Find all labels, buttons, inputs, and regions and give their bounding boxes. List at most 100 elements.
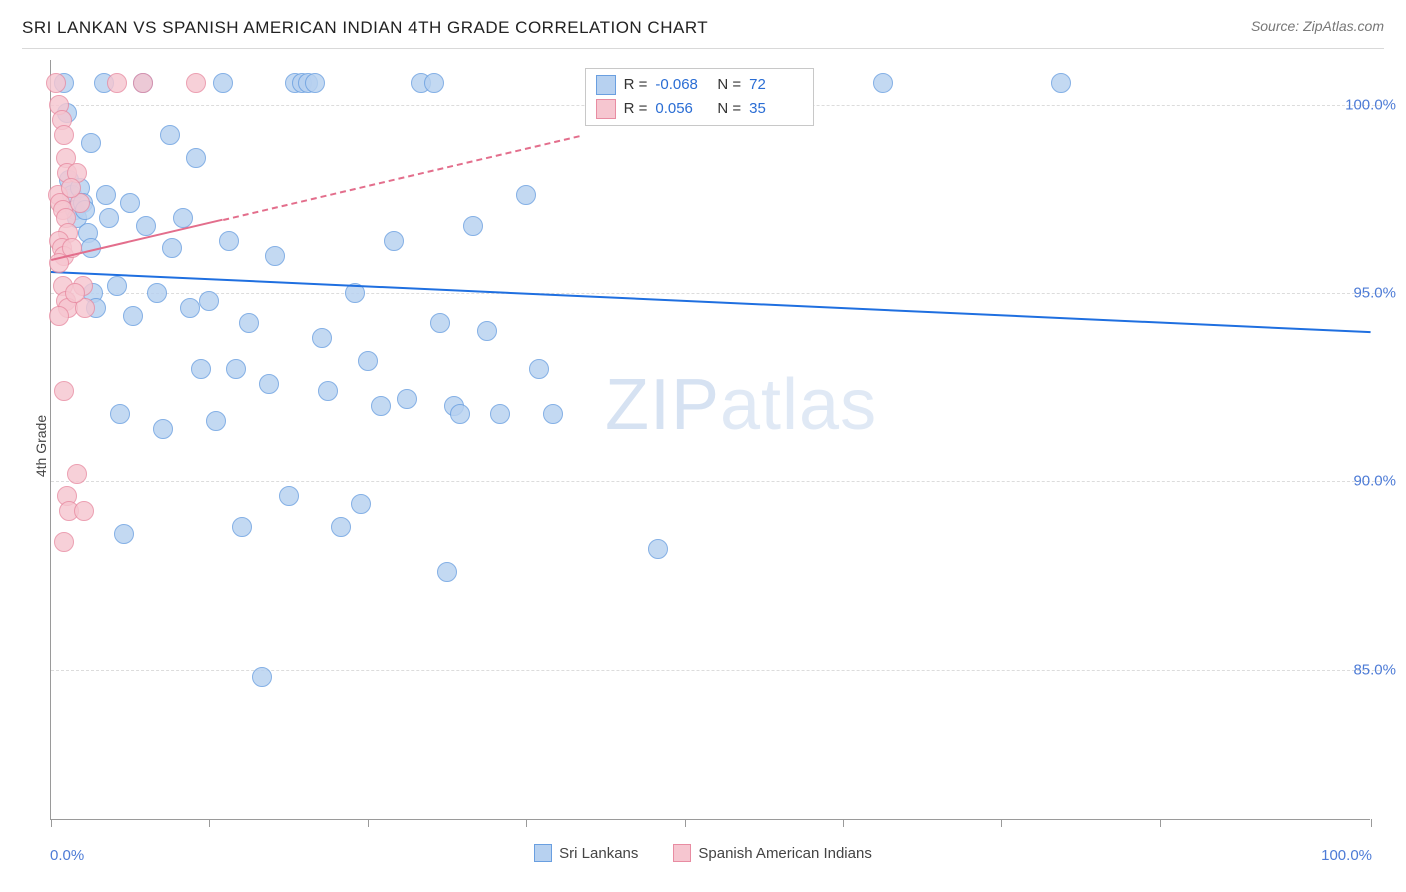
- data-point: [54, 125, 74, 145]
- data-point: [54, 381, 74, 401]
- data-point: [186, 148, 206, 168]
- stats-row: R = 0.056 N = 35: [596, 97, 804, 121]
- legend-swatch: [596, 75, 616, 95]
- data-point: [648, 539, 668, 559]
- watermark-thin: atlas: [720, 365, 877, 445]
- data-point: [54, 532, 74, 552]
- data-point: [46, 73, 66, 93]
- watermark: ZIPatlas: [605, 364, 877, 446]
- x-tick: [368, 819, 369, 827]
- data-point: [226, 359, 246, 379]
- data-point: [96, 185, 116, 205]
- legend-item: Sri Lankans: [534, 844, 638, 862]
- data-point: [259, 374, 279, 394]
- data-point: [186, 73, 206, 93]
- data-point: [305, 73, 325, 93]
- data-point: [516, 185, 536, 205]
- data-point: [81, 133, 101, 153]
- chart-title: SRI LANKAN VS SPANISH AMERICAN INDIAN 4T…: [22, 18, 708, 38]
- stats-r-value: -0.068: [655, 73, 709, 97]
- data-point: [318, 381, 338, 401]
- x-tick: [843, 819, 844, 827]
- data-point: [1051, 73, 1071, 93]
- data-point: [49, 306, 69, 326]
- y-tick-label: 100.0%: [1345, 97, 1396, 114]
- data-point: [136, 216, 156, 236]
- trend-line: [223, 135, 580, 221]
- data-point: [490, 404, 510, 424]
- legend-label: Spanish American Indians: [698, 845, 871, 862]
- data-point: [312, 328, 332, 348]
- data-point: [110, 404, 130, 424]
- stats-r-label: R =: [624, 97, 648, 121]
- chart-source: Source: ZipAtlas.com: [1251, 18, 1384, 34]
- data-point: [252, 667, 272, 687]
- stats-r-value: 0.056: [655, 97, 709, 121]
- data-point: [371, 396, 391, 416]
- x-tick: [1160, 819, 1161, 827]
- stats-n-label: N =: [717, 73, 741, 97]
- data-point: [265, 246, 285, 266]
- y-tick-label: 95.0%: [1353, 285, 1396, 302]
- data-point: [133, 73, 153, 93]
- data-point: [61, 178, 81, 198]
- data-point: [232, 517, 252, 537]
- data-point: [529, 359, 549, 379]
- data-point: [437, 562, 457, 582]
- data-point: [384, 231, 404, 251]
- legend: Sri Lankans Spanish American Indians: [0, 844, 1406, 862]
- x-tick: [51, 819, 52, 827]
- gridline: [51, 481, 1380, 482]
- data-point: [873, 73, 893, 93]
- data-point: [450, 404, 470, 424]
- data-point: [463, 216, 483, 236]
- data-point: [397, 389, 417, 409]
- legend-swatch: [673, 844, 691, 862]
- data-point: [120, 193, 140, 213]
- data-point: [107, 73, 127, 93]
- data-point: [331, 517, 351, 537]
- data-point: [543, 404, 563, 424]
- data-point: [239, 313, 259, 333]
- stats-n-label: N =: [717, 97, 741, 121]
- x-tick: [209, 819, 210, 827]
- data-point: [191, 359, 211, 379]
- data-point: [147, 283, 167, 303]
- x-tick: [1001, 819, 1002, 827]
- data-point: [162, 238, 182, 258]
- y-tick-label: 85.0%: [1353, 661, 1396, 678]
- stats-n-value: 35: [749, 97, 803, 121]
- x-tick: [526, 819, 527, 827]
- data-point: [213, 73, 233, 93]
- data-point: [160, 125, 180, 145]
- data-point: [424, 73, 444, 93]
- data-point: [351, 494, 371, 514]
- data-point: [67, 464, 87, 484]
- stats-box: R = -0.068 N = 72 R = 0.056 N = 35: [585, 68, 815, 126]
- data-point: [358, 351, 378, 371]
- legend-swatch: [534, 844, 552, 862]
- data-point: [279, 486, 299, 506]
- data-point: [74, 501, 94, 521]
- watermark-bold: ZIP: [605, 365, 720, 445]
- data-point: [206, 411, 226, 431]
- data-point: [180, 298, 200, 318]
- data-point: [219, 231, 239, 251]
- data-point: [173, 208, 193, 228]
- stats-n-value: 72: [749, 73, 803, 97]
- gridline: [51, 293, 1380, 294]
- data-point: [477, 321, 497, 341]
- legend-swatch: [596, 99, 616, 119]
- chart-header: SRI LANKAN VS SPANISH AMERICAN INDIAN 4T…: [22, 18, 1384, 49]
- data-point: [99, 208, 119, 228]
- x-tick: [685, 819, 686, 827]
- y-tick-label: 90.0%: [1353, 473, 1396, 490]
- data-point: [114, 524, 134, 544]
- stats-r-label: R =: [624, 73, 648, 97]
- legend-item: Spanish American Indians: [673, 844, 871, 862]
- gridline: [51, 670, 1380, 671]
- data-point: [65, 283, 85, 303]
- data-point: [107, 276, 127, 296]
- data-point: [153, 419, 173, 439]
- data-point: [123, 306, 143, 326]
